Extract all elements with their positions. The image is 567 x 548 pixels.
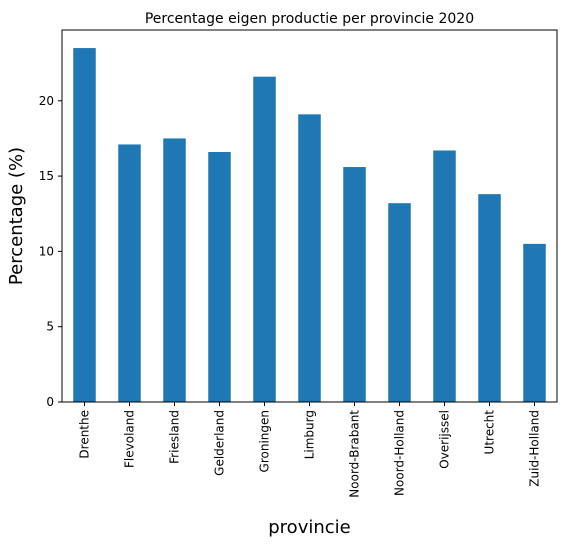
x-tick-label: Zuid-Holland <box>528 410 542 487</box>
bar-groningen <box>253 76 276 402</box>
x-tick-label: Groningen <box>258 410 272 472</box>
y-tick-label: 15 <box>39 169 54 183</box>
y-axis: 0 5 10 15 20 <box>39 94 62 409</box>
bar-friesland <box>163 138 186 402</box>
x-tick-label: Friesland <box>168 410 182 464</box>
bar-gelderland <box>208 151 231 402</box>
y-tick-label: 0 <box>46 395 54 409</box>
bar-drenthe <box>73 48 96 402</box>
y-axis-title: Percentage (%) <box>6 147 27 285</box>
x-tick-label: Flevoland <box>123 410 137 468</box>
x-tick-label: Gelderland <box>213 410 227 476</box>
x-tick-label: Noord-Brabant <box>348 410 362 498</box>
x-axis: Drenthe Flevoland Friesland Gelderland Groni… <box>78 402 542 498</box>
x-tick-label: Noord-Holland <box>393 410 407 496</box>
plot-frame <box>61 29 558 403</box>
x-tick-label: Utrecht <box>483 410 497 455</box>
chart-title: Percentage eigen productie per provincie… <box>145 11 474 27</box>
y-tick-label: 5 <box>46 320 54 334</box>
x-tick-label: Limburg <box>303 410 317 459</box>
bar-limburg <box>298 114 321 402</box>
bar-utrecht <box>478 194 501 402</box>
bar-noord-holland <box>388 203 411 402</box>
x-axis-title: provincie <box>268 517 350 538</box>
bar-noord-brabant <box>343 167 366 402</box>
x-tick-label: Overijssel <box>438 410 452 469</box>
bars-group <box>73 48 546 402</box>
x-tick-label: Drenthe <box>78 410 92 459</box>
y-tick-label: 20 <box>39 94 54 108</box>
y-tick-label: 10 <box>39 244 54 258</box>
bar-flevoland <box>118 144 141 402</box>
bar-overijssel <box>433 150 456 402</box>
bar-zuid-holland <box>523 243 546 402</box>
